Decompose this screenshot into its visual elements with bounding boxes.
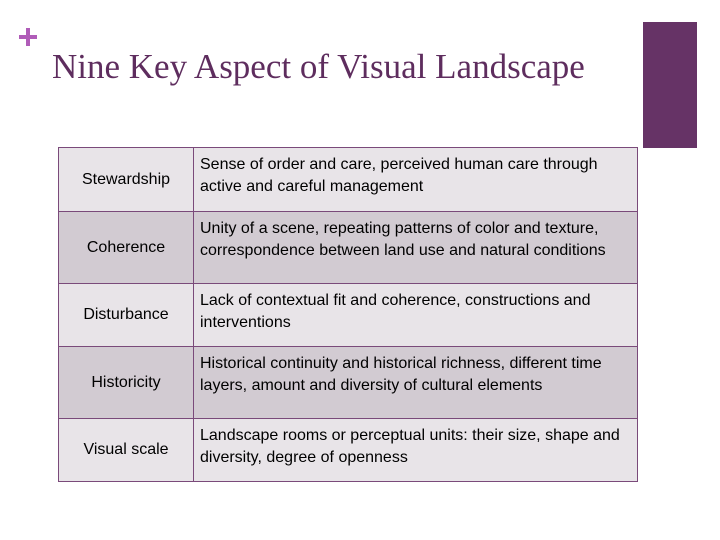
aspect-name-cell: Stewardship [58, 147, 194, 212]
aspect-name-cell: Disturbance [58, 283, 194, 347]
table-row: Coherence Unity of a scene, repeating pa… [58, 211, 638, 284]
table-row: Visual scale Landscape rooms or perceptu… [58, 418, 638, 482]
table-row: Disturbance Lack of contextual fit and c… [58, 283, 638, 347]
accent-bar [643, 22, 697, 148]
aspect-name-cell: Historicity [58, 346, 194, 419]
aspect-name-cell: Coherence [58, 211, 194, 284]
plus-icon [17, 26, 39, 48]
aspect-description-cell: Historical continuity and historical ric… [193, 346, 638, 419]
slide-title: Nine Key Aspect of Visual Landscape [52, 47, 585, 86]
aspects-table: Stewardship Sense of order and care, per… [58, 147, 638, 482]
plus-icon-vertical [26, 28, 30, 46]
aspect-name-cell: Visual scale [58, 418, 194, 482]
aspect-description-cell: Unity of a scene, repeating patterns of … [193, 211, 638, 284]
aspect-description-cell: Landscape rooms or perceptual units: the… [193, 418, 638, 482]
aspect-description-cell: Sense of order and care, perceived human… [193, 147, 638, 212]
table-row: Historicity Historical continuity and hi… [58, 346, 638, 419]
table-row: Stewardship Sense of order and care, per… [58, 147, 638, 212]
aspect-description-cell: Lack of contextual fit and coherence, co… [193, 283, 638, 347]
